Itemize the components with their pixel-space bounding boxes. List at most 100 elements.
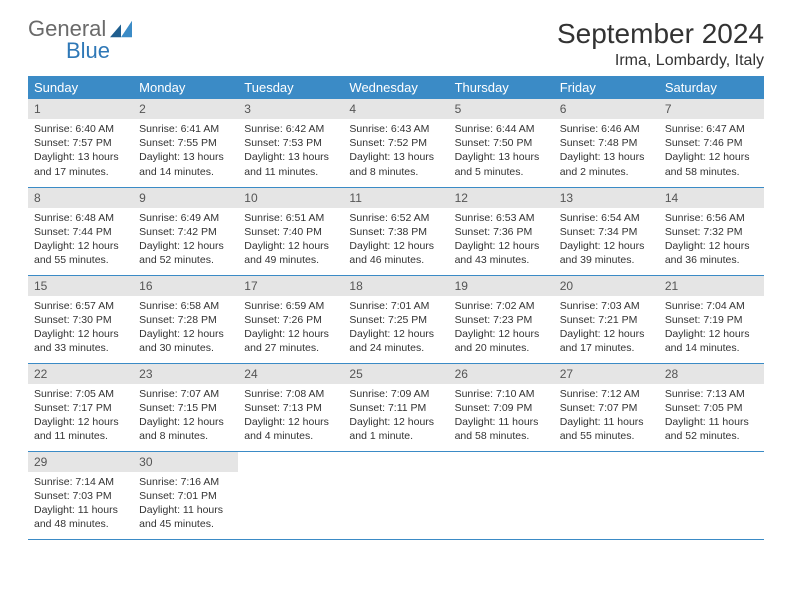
day-details: Sunrise: 7:12 AMSunset: 7:07 PMDaylight:…: [554, 384, 659, 447]
calendar-header: SundayMondayTuesdayWednesdayThursdayFrid…: [28, 76, 764, 99]
empty-cell: [343, 451, 448, 539]
day-details: Sunrise: 6:58 AMSunset: 7:28 PMDaylight:…: [133, 296, 238, 359]
weekday-header: Thursday: [449, 76, 554, 99]
day-number: 9: [133, 188, 238, 208]
day-cell: 29Sunrise: 7:14 AMSunset: 7:03 PMDayligh…: [28, 451, 133, 539]
day-cell: 4Sunrise: 6:43 AMSunset: 7:52 PMDaylight…: [343, 99, 448, 187]
day-cell: 6Sunrise: 6:46 AMSunset: 7:48 PMDaylight…: [554, 99, 659, 187]
day-details: Sunrise: 6:41 AMSunset: 7:55 PMDaylight:…: [133, 119, 238, 182]
day-cell: 9Sunrise: 6:49 AMSunset: 7:42 PMDaylight…: [133, 187, 238, 275]
day-details: Sunrise: 6:54 AMSunset: 7:34 PMDaylight:…: [554, 208, 659, 271]
day-number: 23: [133, 364, 238, 384]
weekday-header: Tuesday: [238, 76, 343, 99]
day-number: 30: [133, 452, 238, 472]
day-cell: 26Sunrise: 7:10 AMSunset: 7:09 PMDayligh…: [449, 363, 554, 451]
day-cell: 27Sunrise: 7:12 AMSunset: 7:07 PMDayligh…: [554, 363, 659, 451]
logo-icon: [110, 20, 132, 38]
day-cell: 23Sunrise: 7:07 AMSunset: 7:15 PMDayligh…: [133, 363, 238, 451]
day-cell: 14Sunrise: 6:56 AMSunset: 7:32 PMDayligh…: [659, 187, 764, 275]
day-details: Sunrise: 7:08 AMSunset: 7:13 PMDaylight:…: [238, 384, 343, 447]
location: Irma, Lombardy, Italy: [557, 52, 764, 70]
day-details: Sunrise: 7:07 AMSunset: 7:15 PMDaylight:…: [133, 384, 238, 447]
day-cell: 3Sunrise: 6:42 AMSunset: 7:53 PMDaylight…: [238, 99, 343, 187]
day-number: 10: [238, 188, 343, 208]
day-details: Sunrise: 7:16 AMSunset: 7:01 PMDaylight:…: [133, 472, 238, 535]
day-number: 22: [28, 364, 133, 384]
day-number: 2: [133, 99, 238, 119]
weekday-header: Saturday: [659, 76, 764, 99]
day-details: Sunrise: 6:57 AMSunset: 7:30 PMDaylight:…: [28, 296, 133, 359]
day-details: Sunrise: 6:40 AMSunset: 7:57 PMDaylight:…: [28, 119, 133, 182]
empty-cell: [554, 451, 659, 539]
day-details: Sunrise: 7:01 AMSunset: 7:25 PMDaylight:…: [343, 296, 448, 359]
day-number: 21: [659, 276, 764, 296]
title-block: September 2024 Irma, Lombardy, Italy: [557, 18, 764, 70]
weekday-header: Friday: [554, 76, 659, 99]
month-title: September 2024: [557, 18, 764, 50]
day-number: 13: [554, 188, 659, 208]
day-details: Sunrise: 7:14 AMSunset: 7:03 PMDaylight:…: [28, 472, 133, 535]
day-details: Sunrise: 6:46 AMSunset: 7:48 PMDaylight:…: [554, 119, 659, 182]
day-details: Sunrise: 7:10 AMSunset: 7:09 PMDaylight:…: [449, 384, 554, 447]
day-details: Sunrise: 7:13 AMSunset: 7:05 PMDaylight:…: [659, 384, 764, 447]
day-details: Sunrise: 6:53 AMSunset: 7:36 PMDaylight:…: [449, 208, 554, 271]
day-details: Sunrise: 7:09 AMSunset: 7:11 PMDaylight:…: [343, 384, 448, 447]
day-number: 24: [238, 364, 343, 384]
day-cell: 17Sunrise: 6:59 AMSunset: 7:26 PMDayligh…: [238, 275, 343, 363]
day-number: 25: [343, 364, 448, 384]
day-number: 19: [449, 276, 554, 296]
day-cell: 25Sunrise: 7:09 AMSunset: 7:11 PMDayligh…: [343, 363, 448, 451]
day-number: 18: [343, 276, 448, 296]
day-details: Sunrise: 6:48 AMSunset: 7:44 PMDaylight:…: [28, 208, 133, 271]
calendar-body: 1Sunrise: 6:40 AMSunset: 7:57 PMDaylight…: [28, 99, 764, 539]
day-details: Sunrise: 6:47 AMSunset: 7:46 PMDaylight:…: [659, 119, 764, 182]
empty-cell: [659, 451, 764, 539]
day-details: Sunrise: 7:02 AMSunset: 7:23 PMDaylight:…: [449, 296, 554, 359]
day-details: Sunrise: 6:59 AMSunset: 7:26 PMDaylight:…: [238, 296, 343, 359]
day-details: Sunrise: 7:03 AMSunset: 7:21 PMDaylight:…: [554, 296, 659, 359]
day-cell: 24Sunrise: 7:08 AMSunset: 7:13 PMDayligh…: [238, 363, 343, 451]
day-cell: 19Sunrise: 7:02 AMSunset: 7:23 PMDayligh…: [449, 275, 554, 363]
day-number: 28: [659, 364, 764, 384]
day-cell: 30Sunrise: 7:16 AMSunset: 7:01 PMDayligh…: [133, 451, 238, 539]
day-cell: 22Sunrise: 7:05 AMSunset: 7:17 PMDayligh…: [28, 363, 133, 451]
day-cell: 10Sunrise: 6:51 AMSunset: 7:40 PMDayligh…: [238, 187, 343, 275]
day-number: 16: [133, 276, 238, 296]
day-number: 20: [554, 276, 659, 296]
weekday-header: Sunday: [28, 76, 133, 99]
day-cell: 12Sunrise: 6:53 AMSunset: 7:36 PMDayligh…: [449, 187, 554, 275]
empty-cell: [449, 451, 554, 539]
day-number: 11: [343, 188, 448, 208]
day-cell: 15Sunrise: 6:57 AMSunset: 7:30 PMDayligh…: [28, 275, 133, 363]
day-details: Sunrise: 6:49 AMSunset: 7:42 PMDaylight:…: [133, 208, 238, 271]
day-details: Sunrise: 7:05 AMSunset: 7:17 PMDaylight:…: [28, 384, 133, 447]
day-cell: 5Sunrise: 6:44 AMSunset: 7:50 PMDaylight…: [449, 99, 554, 187]
weekday-header: Monday: [133, 76, 238, 99]
page-header: General Blue September 2024 Irma, Lombar…: [28, 18, 764, 70]
day-details: Sunrise: 6:43 AMSunset: 7:52 PMDaylight:…: [343, 119, 448, 182]
logo: General Blue: [28, 18, 132, 62]
day-number: 7: [659, 99, 764, 119]
day-number: 8: [28, 188, 133, 208]
day-details: Sunrise: 6:42 AMSunset: 7:53 PMDaylight:…: [238, 119, 343, 182]
day-details: Sunrise: 6:56 AMSunset: 7:32 PMDaylight:…: [659, 208, 764, 271]
day-number: 17: [238, 276, 343, 296]
day-details: Sunrise: 6:52 AMSunset: 7:38 PMDaylight:…: [343, 208, 448, 271]
weekday-header: Wednesday: [343, 76, 448, 99]
day-details: Sunrise: 7:04 AMSunset: 7:19 PMDaylight:…: [659, 296, 764, 359]
day-cell: 7Sunrise: 6:47 AMSunset: 7:46 PMDaylight…: [659, 99, 764, 187]
day-number: 26: [449, 364, 554, 384]
day-number: 5: [449, 99, 554, 119]
day-cell: 18Sunrise: 7:01 AMSunset: 7:25 PMDayligh…: [343, 275, 448, 363]
day-details: Sunrise: 6:44 AMSunset: 7:50 PMDaylight:…: [449, 119, 554, 182]
day-number: 12: [449, 188, 554, 208]
day-cell: 1Sunrise: 6:40 AMSunset: 7:57 PMDaylight…: [28, 99, 133, 187]
day-cell: 20Sunrise: 7:03 AMSunset: 7:21 PMDayligh…: [554, 275, 659, 363]
day-number: 14: [659, 188, 764, 208]
day-cell: 21Sunrise: 7:04 AMSunset: 7:19 PMDayligh…: [659, 275, 764, 363]
calendar-table: SundayMondayTuesdayWednesdayThursdayFrid…: [28, 76, 764, 540]
logo-text-bottom: Blue: [66, 40, 132, 62]
day-number: 6: [554, 99, 659, 119]
day-cell: 11Sunrise: 6:52 AMSunset: 7:38 PMDayligh…: [343, 187, 448, 275]
day-number: 29: [28, 452, 133, 472]
